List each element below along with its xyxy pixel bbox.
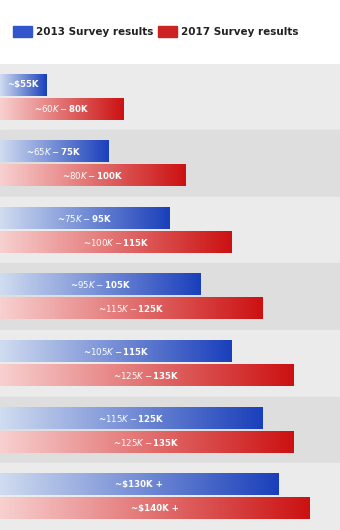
Text: ~$115K-$125K: ~$115K-$125K — [98, 412, 165, 423]
Text: ~$125K-$135K: ~$125K-$135K — [114, 370, 180, 381]
Bar — [0, 130, 340, 197]
Bar — [0, 263, 340, 330]
Text: ~$75K-$95K: ~$75K-$95K — [57, 213, 113, 224]
Text: ~$105K-$115K: ~$105K-$115K — [83, 346, 149, 357]
Text: ~$115K-$125K: ~$115K-$125K — [98, 303, 165, 314]
Text: ~$80K-$100K: ~$80K-$100K — [62, 170, 123, 181]
Text: ~$95K-$105K: ~$95K-$105K — [70, 279, 131, 290]
Bar — [0, 397, 340, 463]
Text: ~$60K-$80K: ~$60K-$80K — [34, 103, 89, 114]
Bar — [0, 463, 340, 530]
Text: ~$100K-$115K: ~$100K-$115K — [83, 237, 149, 248]
Text: ~$55K: ~$55K — [7, 81, 39, 90]
Bar — [0, 64, 340, 130]
Text: ~$65K-$75K: ~$65K-$75K — [27, 146, 82, 157]
Bar — [0, 330, 340, 397]
Text: ~$125K-$135K: ~$125K-$135K — [114, 437, 180, 447]
Text: ~$140K +: ~$140K + — [131, 504, 178, 513]
Bar — [0, 197, 340, 263]
Legend: 2013 Survey results, 2017 Survey results: 2013 Survey results, 2017 Survey results — [8, 22, 303, 41]
Text: ~$130K +: ~$130K + — [115, 480, 163, 489]
